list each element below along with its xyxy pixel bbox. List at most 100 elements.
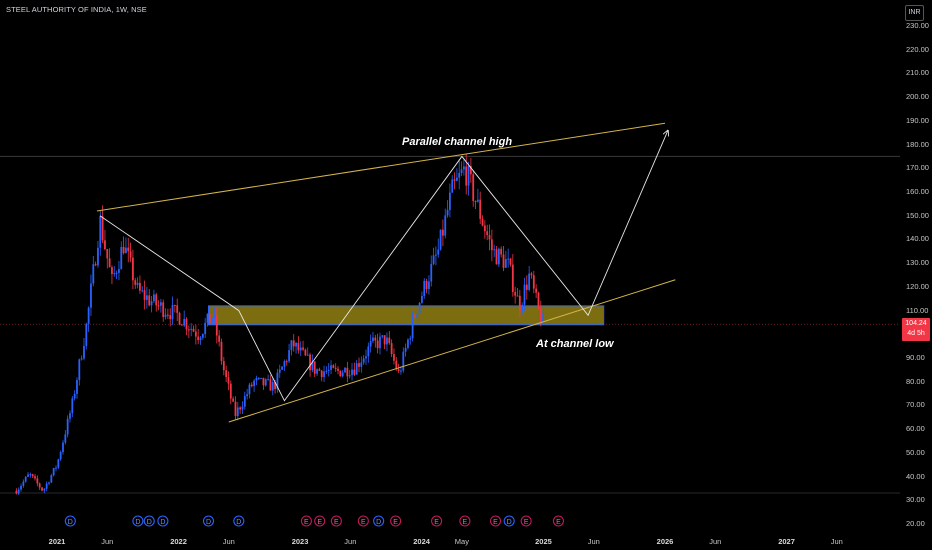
candle-body <box>421 295 423 303</box>
price-tick-label: 30.00 <box>906 495 925 505</box>
candle-body <box>229 383 232 399</box>
candle-body <box>535 288 538 293</box>
time-tick-label: 2024 <box>413 537 430 546</box>
candle-body <box>355 363 358 375</box>
candle-body <box>318 369 321 371</box>
candle-body <box>388 337 391 344</box>
candle-body <box>99 216 102 248</box>
candle-body <box>444 215 447 236</box>
bar-countdown: 4d 5h <box>907 330 925 337</box>
candle-body <box>127 247 130 252</box>
candle-body <box>104 240 106 250</box>
candle-body <box>125 247 127 254</box>
candle-body <box>166 314 169 316</box>
candle-body <box>409 338 412 340</box>
currency-button[interactable]: INR <box>905 5 924 21</box>
candle-body <box>330 365 332 370</box>
candle-body <box>164 314 167 317</box>
event-marker-ring <box>233 515 245 527</box>
candle-body <box>106 249 109 259</box>
dividend-marker: D <box>147 519 152 526</box>
candle-body <box>530 273 533 276</box>
candle-body <box>211 318 214 323</box>
candle-body <box>143 290 146 300</box>
candle-body <box>48 482 50 484</box>
candle-body <box>243 396 246 407</box>
candle-body <box>339 370 342 377</box>
candle-body <box>69 413 71 419</box>
candle-body <box>134 280 137 285</box>
time-tick-label: Jun <box>830 537 843 546</box>
price-tick-label: 120.00 <box>906 281 929 291</box>
candle-body <box>299 347 302 351</box>
candle-body <box>239 407 242 410</box>
candle-body <box>313 361 316 374</box>
candle-body <box>400 370 402 372</box>
candle-body <box>514 291 517 296</box>
earnings-marker: E <box>463 519 468 526</box>
earnings-marker: E <box>361 519 366 526</box>
candle-body <box>418 302 421 314</box>
event-marker-ring <box>503 515 515 527</box>
candle-body <box>141 290 144 292</box>
event-marker-ring <box>202 515 215 527</box>
candle-body <box>59 452 62 460</box>
candle-body <box>323 371 325 378</box>
candle-body <box>476 199 479 202</box>
price-tick-label: 190.00 <box>906 115 929 125</box>
candle-body <box>108 258 111 268</box>
candle-body <box>453 179 456 181</box>
candle-body <box>451 179 454 193</box>
candle-body <box>213 314 216 319</box>
candle-body <box>34 476 36 479</box>
candle-body <box>262 377 265 386</box>
price-tick-label: 210.00 <box>906 68 929 78</box>
price-tick-label: 180.00 <box>906 139 929 149</box>
time-tick-label: Jun <box>587 537 600 546</box>
candle-body <box>227 377 230 384</box>
annotation-channel-high: Parallel channel high <box>402 136 513 148</box>
candle-body <box>129 251 132 258</box>
candle-body <box>38 483 41 488</box>
candle-body <box>285 361 288 363</box>
candle-body <box>365 356 367 359</box>
annotation-channel-low: At channel low <box>536 338 614 350</box>
candle-body <box>152 294 155 302</box>
candle-body <box>360 362 363 367</box>
dividend-marker: D <box>160 519 165 526</box>
candle-body <box>276 372 279 390</box>
candle-body <box>334 367 337 369</box>
candle-body <box>353 369 356 375</box>
candle-body <box>525 284 528 290</box>
candle-body <box>278 369 281 373</box>
candle-body <box>383 335 386 345</box>
candle-body <box>157 305 160 307</box>
candle-body <box>493 249 496 251</box>
price-tick-label: 90.00 <box>906 353 925 362</box>
time-tick-label: Jun <box>709 537 722 546</box>
candle-body <box>528 273 531 290</box>
candle-body <box>481 218 484 226</box>
candle-body <box>372 337 374 342</box>
candle-body <box>455 177 458 181</box>
candle-body <box>83 345 85 359</box>
time-tick-label: Jun <box>222 537 235 546</box>
earnings-marker: E <box>393 519 398 526</box>
candle-body <box>159 302 162 306</box>
candle-body <box>316 369 318 374</box>
candle-body <box>393 354 395 361</box>
candle-body <box>511 264 514 292</box>
candle-body <box>474 200 477 202</box>
candle-body <box>120 246 123 270</box>
candle-body <box>73 393 76 399</box>
candle-body <box>416 313 419 318</box>
candle-body <box>187 329 190 331</box>
candle-body <box>414 316 416 318</box>
time-tick-label: Jun <box>101 537 114 546</box>
candle-body <box>341 372 344 377</box>
candle-body <box>369 341 372 347</box>
dividend-marker: D <box>206 519 211 526</box>
candle-body <box>386 337 388 345</box>
price-tick-label: 110.00 <box>906 305 929 315</box>
